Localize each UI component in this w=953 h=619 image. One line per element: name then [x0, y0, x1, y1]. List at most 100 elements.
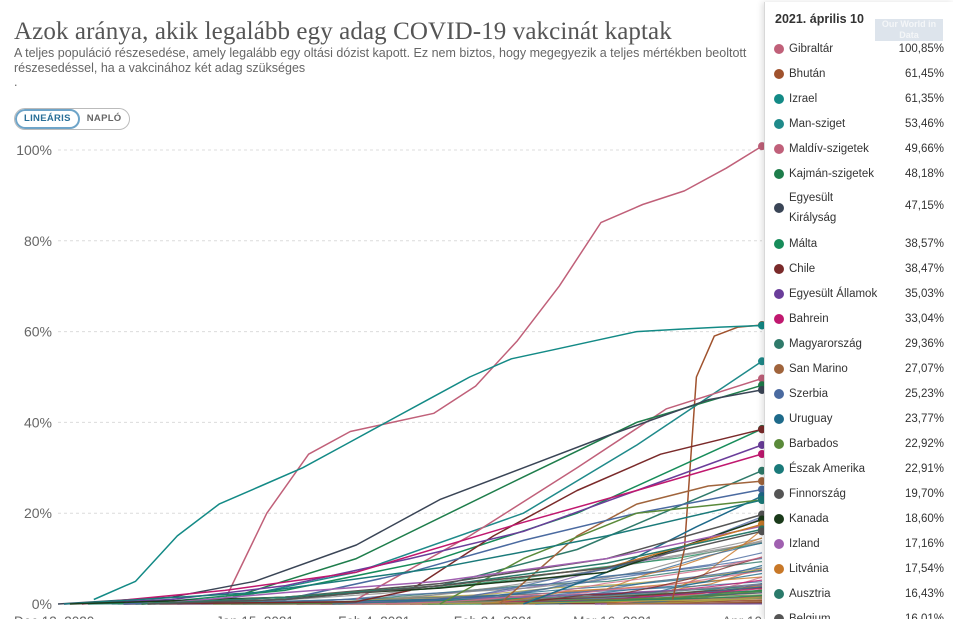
- tooltip-value: 47,15%: [904, 200, 944, 212]
- tooltip-country-name: Gibraltár: [789, 43, 834, 55]
- tooltip-country-name: Man-sziget: [789, 118, 846, 130]
- tooltip-country-name: Maldív-szigetek: [789, 143, 869, 155]
- series-line[interactable]: [147, 530, 763, 605]
- y-tick-label: 0%: [32, 596, 52, 612]
- tooltip-country-name: Kanada: [789, 513, 829, 525]
- tooltip-value: 29,36%: [904, 338, 944, 350]
- background-series-line: [213, 594, 763, 605]
- series-color-dot: [774, 464, 784, 474]
- tooltip-value: 23,77%: [904, 413, 944, 425]
- tooltip-row: Gibraltár 100,85%: [765, 40, 953, 60]
- series-lines[interactable]: [57, 145, 763, 605]
- tooltip-row: Málta 38,57%: [765, 235, 953, 255]
- tooltip-value: 27,07%: [904, 363, 944, 375]
- tooltip-row: Észak Amerika 22,91%: [765, 460, 953, 480]
- series-line[interactable]: [141, 428, 763, 605]
- tooltip-row: Uruguay 23,77%: [765, 410, 953, 430]
- tooltip-value: 61,35%: [904, 93, 944, 105]
- series-line[interactable]: [499, 480, 763, 605]
- series-line[interactable]: [81, 453, 763, 605]
- tooltip-row: Egyesült Államok 35,03%: [765, 285, 953, 305]
- series-line[interactable]: [93, 324, 763, 601]
- tooltip-row: Finnország 19,70%: [765, 485, 953, 505]
- subtitle-dot: .: [14, 75, 18, 89]
- series-line[interactable]: [57, 389, 763, 605]
- tooltip-value: 100,85%: [898, 43, 944, 55]
- tooltip-row: Szerbia 25,23%: [765, 385, 953, 405]
- background-series-line: [594, 576, 763, 605]
- tooltip-country-name: Belgium: [789, 613, 831, 619]
- x-tick-label: Dec 13, 2020: [14, 614, 94, 619]
- tooltip-row: Egyesült Királyság 47,15%: [765, 190, 953, 224]
- series-color-dot: [774, 614, 784, 619]
- tooltip-country-name: Egyesült Királyság: [789, 192, 837, 224]
- tooltip-row: Bhután 61,45%: [765, 65, 953, 85]
- series-line[interactable]: [224, 360, 763, 601]
- owid-logo: Our World in Data: [875, 19, 943, 41]
- tooltip-row: Ausztria 16,43%: [765, 585, 953, 605]
- tooltip-value: 19,70%: [904, 488, 944, 500]
- tooltip-value: 35,03%: [904, 288, 944, 300]
- series-color-dot: [774, 514, 784, 524]
- linear-scale-button[interactable]: LINEÁRIS: [15, 109, 80, 129]
- series-color-dot: [774, 69, 784, 79]
- tooltip-row: Bahrein 33,04%: [765, 310, 953, 330]
- series-color-dot: [774, 589, 784, 599]
- series-color-dot: [774, 203, 784, 213]
- tooltip-country-name: Izland: [789, 538, 820, 550]
- scale-toggle[interactable]: LINEÁRIS NAPLÓ: [14, 108, 130, 130]
- series-color-dot: [774, 439, 784, 449]
- tooltip-country-name: San Marino: [789, 363, 848, 375]
- series-color-dot: [774, 339, 784, 349]
- tooltip-country-name: Bahrein: [789, 313, 829, 325]
- tooltip-country-name: Egyesült Államok: [789, 288, 878, 300]
- tooltip-country-name: Ausztria: [789, 588, 831, 600]
- tooltip-value: 49,66%: [904, 143, 944, 155]
- tooltip-value: 16,43%: [904, 588, 944, 600]
- series-color-dot: [774, 539, 784, 549]
- series-color-dot: [774, 564, 784, 574]
- x-tick-label: Apr 10: [722, 614, 762, 619]
- series-line[interactable]: [123, 428, 763, 605]
- series-color-dot: [774, 289, 784, 299]
- tooltip-country-name: Kajmán-szigetek: [789, 168, 875, 180]
- x-tick-label: Jan 15, 2021: [216, 614, 294, 619]
- background-series-line: [332, 598, 763, 605]
- tooltip-value: 48,18%: [904, 168, 944, 180]
- x-tick-label: Mar 16, 2021: [573, 614, 653, 619]
- series-line[interactable]: [355, 377, 763, 601]
- series-color-dot: [774, 144, 784, 154]
- tooltip-country-name: Magyarország: [789, 338, 862, 350]
- series-line[interactable]: [153, 525, 763, 605]
- tooltip-country-name: Barbados: [789, 438, 839, 450]
- tooltip-value: 22,92%: [904, 438, 944, 450]
- tooltip-value: 61,45%: [904, 68, 944, 80]
- tooltip-row: Belgium 16,01%: [765, 610, 953, 619]
- series-color-dot: [774, 169, 784, 179]
- series-color-dot: [774, 314, 784, 324]
- tooltip-country-name: Uruguay: [789, 413, 833, 425]
- tooltip-country-name: Finnország: [789, 488, 846, 500]
- tooltip-value: 53,46%: [904, 118, 944, 130]
- tooltip-country-name: Litvánia: [789, 563, 829, 575]
- series-color-dot: [774, 119, 784, 129]
- tooltip-row: Kajmán-szigetek 48,18%: [765, 165, 953, 185]
- chart-subtitle: A teljes populáció részesedése, amely le…: [14, 46, 764, 90]
- series-color-dot: [774, 94, 784, 104]
- tooltip-row: Izrael 61,35%: [765, 90, 953, 110]
- tooltip-country-name: Bhután: [789, 68, 826, 80]
- series-color-dot: [774, 44, 784, 54]
- series-color-dot: [774, 414, 784, 424]
- series-color-dot: [774, 264, 784, 274]
- hover-tooltip: Our World in Data 2021. április 10 Gibra…: [764, 2, 953, 619]
- tooltip-row: Kanada 18,60%: [765, 510, 953, 530]
- tooltip-row: Litvánia 17,54%: [765, 560, 953, 580]
- tooltip-country-name: Szerbia: [789, 388, 828, 400]
- tooltip-value: 17,16%: [904, 538, 944, 550]
- y-tick-label: 60%: [24, 324, 52, 340]
- tooltip-country-name: Izrael: [789, 93, 818, 105]
- series-line[interactable]: [224, 145, 763, 600]
- series-line[interactable]: [63, 499, 763, 605]
- log-scale-button[interactable]: NAPLÓ: [86, 113, 122, 124]
